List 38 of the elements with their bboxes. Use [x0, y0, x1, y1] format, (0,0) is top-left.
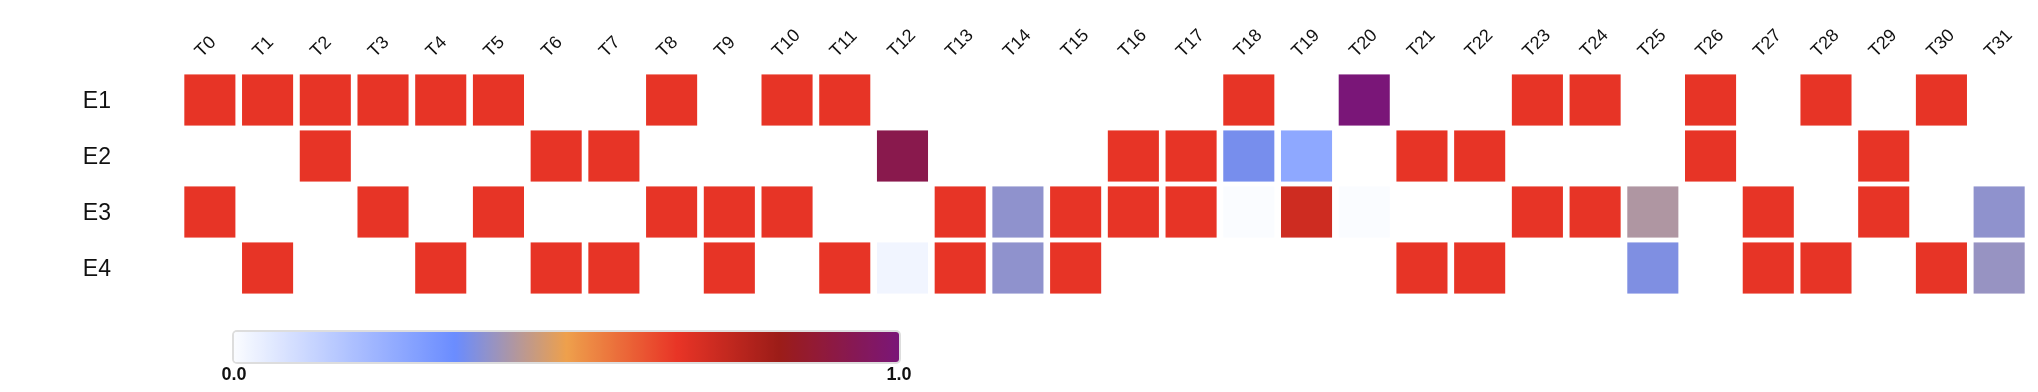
x-tick-label: T11 — [825, 25, 861, 61]
x-tick-label: T6 — [536, 31, 566, 61]
y-tick-label: E1 — [82, 87, 111, 114]
y-tick-label: E2 — [82, 143, 111, 170]
x-tick-label: T19 — [1287, 24, 1324, 61]
x-tick-label: T4 — [421, 31, 451, 61]
x-tick-label: T21 — [1402, 24, 1439, 61]
x-tick-label: T31 — [1979, 24, 2016, 61]
x-tick-label: T26 — [1691, 24, 1728, 61]
color-bar-label: 0.0 — [220, 364, 248, 385]
x-tick-label: T12 — [883, 24, 920, 61]
x-tick-label: T7 — [594, 31, 624, 61]
x-tick-label: T8 — [652, 31, 682, 61]
x-tick-label: T30 — [1922, 24, 1959, 61]
x-tick-label: T18 — [1229, 24, 1266, 61]
x-tick-label: T14 — [998, 24, 1035, 61]
x-tick-label: T10 — [767, 24, 804, 61]
x-tick-label: T13 — [940, 24, 977, 61]
x-tick-label: T15 — [1056, 24, 1093, 61]
x-tick-label: T16 — [1114, 24, 1151, 61]
x-tick-label: T24 — [1575, 24, 1612, 61]
x-tick-label: T27 — [1748, 24, 1786, 61]
x-tick-label: T28 — [1806, 24, 1843, 61]
x-tick-label: T0 — [190, 31, 220, 61]
x-tick-label: T22 — [1460, 24, 1497, 61]
x-tick-label: T23 — [1518, 24, 1555, 61]
x-tick-label: T9 — [710, 31, 740, 61]
x-tick-label: T17 — [1171, 24, 1208, 61]
y-tick-label: E4 — [82, 255, 112, 282]
x-tick-label: T2 — [305, 31, 335, 61]
color-bar-label: 1.0 — [885, 364, 913, 385]
y-tick-label: E3 — [82, 199, 111, 226]
x-tick-label: T5 — [479, 31, 509, 61]
x-tick-label: T29 — [1864, 24, 1901, 61]
x-tick-label: T1 — [248, 31, 278, 61]
x-tick-label: T25 — [1633, 24, 1670, 61]
x-tick-label: T20 — [1344, 24, 1382, 61]
x-tick-label: T3 — [363, 31, 393, 61]
